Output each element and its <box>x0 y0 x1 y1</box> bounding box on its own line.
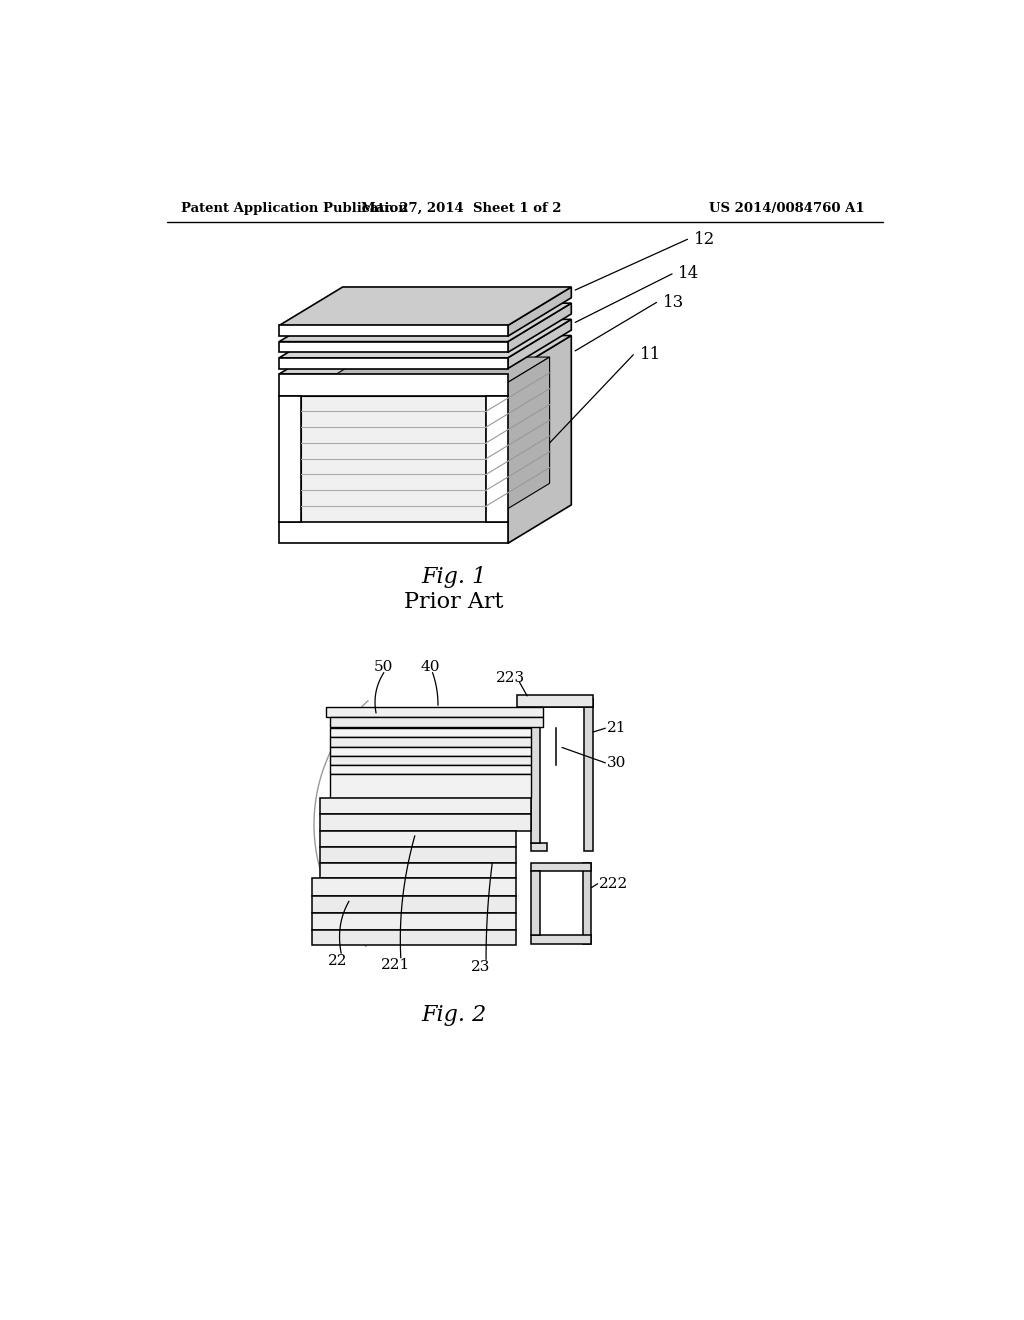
Polygon shape <box>508 286 571 337</box>
Text: 21: 21 <box>607 721 627 735</box>
Text: Fig. 2: Fig. 2 <box>421 1003 486 1026</box>
Polygon shape <box>531 863 592 871</box>
Text: 30: 30 <box>607 756 627 770</box>
Text: 40: 40 <box>421 660 440 673</box>
Text: 13: 13 <box>663 294 684 312</box>
Polygon shape <box>312 913 515 929</box>
Polygon shape <box>321 814 531 830</box>
Polygon shape <box>330 729 531 738</box>
Polygon shape <box>330 766 531 775</box>
Polygon shape <box>280 358 508 368</box>
Polygon shape <box>540 871 583 936</box>
Polygon shape <box>531 700 593 708</box>
Polygon shape <box>321 847 515 863</box>
Text: 221: 221 <box>381 958 410 973</box>
Polygon shape <box>280 335 571 374</box>
Polygon shape <box>312 929 515 945</box>
Polygon shape <box>280 286 571 326</box>
Text: 22: 22 <box>328 954 347 968</box>
Text: Patent Application Publication: Patent Application Publication <box>180 202 408 215</box>
Polygon shape <box>301 396 486 521</box>
Polygon shape <box>583 863 592 944</box>
Polygon shape <box>312 878 515 896</box>
Polygon shape <box>280 342 508 352</box>
Polygon shape <box>508 319 571 368</box>
Text: 222: 222 <box>599 876 629 891</box>
Polygon shape <box>280 396 301 521</box>
Text: 11: 11 <box>640 346 660 363</box>
Polygon shape <box>321 863 515 878</box>
Polygon shape <box>326 708 544 718</box>
Polygon shape <box>531 843 547 851</box>
Polygon shape <box>330 738 531 747</box>
Polygon shape <box>508 335 571 544</box>
Text: Mar. 27, 2014  Sheet 1 of 2: Mar. 27, 2014 Sheet 1 of 2 <box>361 202 561 215</box>
Text: 12: 12 <box>693 231 715 248</box>
Text: 14: 14 <box>678 265 699 282</box>
Polygon shape <box>330 747 531 756</box>
Polygon shape <box>486 396 508 521</box>
Polygon shape <box>312 896 515 913</box>
Polygon shape <box>517 696 593 706</box>
Polygon shape <box>321 830 515 847</box>
Text: Fig. 1: Fig. 1 <box>421 566 486 589</box>
Polygon shape <box>280 374 508 396</box>
Polygon shape <box>330 775 531 797</box>
Polygon shape <box>330 756 531 766</box>
Polygon shape <box>321 797 531 814</box>
Text: US 2014/0084760 A1: US 2014/0084760 A1 <box>709 202 864 215</box>
Polygon shape <box>280 319 571 358</box>
Polygon shape <box>486 358 550 521</box>
Polygon shape <box>531 871 540 936</box>
Polygon shape <box>585 700 593 851</box>
Text: 50: 50 <box>374 660 393 673</box>
Polygon shape <box>531 708 540 843</box>
Polygon shape <box>280 304 571 342</box>
Polygon shape <box>280 326 508 337</box>
Text: Prior Art: Prior Art <box>403 591 503 612</box>
Text: 223: 223 <box>497 671 525 685</box>
Polygon shape <box>280 521 508 544</box>
Polygon shape <box>301 358 550 396</box>
Polygon shape <box>508 304 571 352</box>
Text: 23: 23 <box>471 960 490 974</box>
Polygon shape <box>531 936 592 944</box>
Polygon shape <box>330 718 544 727</box>
